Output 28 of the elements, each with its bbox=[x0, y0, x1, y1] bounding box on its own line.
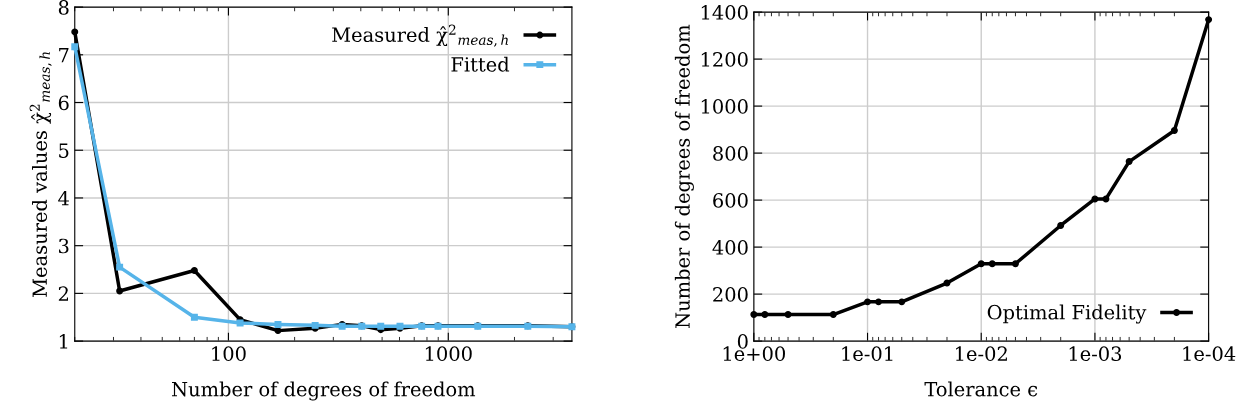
x-axis-title: Tolerance ϵ bbox=[924, 381, 1038, 397]
y-axis-title: Number of degrees of freedom bbox=[674, 24, 694, 328]
legend-label: Optimal Fidelity bbox=[987, 304, 1147, 324]
y-tick-label: 8 bbox=[58, 0, 69, 15]
y-tick-label: 600 bbox=[713, 193, 748, 208]
y-tick-label: 200 bbox=[713, 287, 748, 302]
y-tick-label: 2 bbox=[58, 286, 68, 301]
y-tick-label: 800 bbox=[713, 146, 748, 161]
legend-label: Measured χ̂$^{2}$$_{meas,h}$ bbox=[332, 24, 508, 47]
y-tick-label: 6 bbox=[58, 95, 69, 111]
y-tick-label: 7 bbox=[59, 48, 69, 63]
x-tick-label: 100 bbox=[212, 346, 246, 362]
y-tick-label: 400 bbox=[712, 240, 748, 255]
legend-label: Fitted bbox=[451, 56, 510, 72]
y-tick-label: 1 bbox=[59, 334, 68, 349]
y-tick-label: 1400 bbox=[701, 5, 748, 20]
y-tick-label: 1200 bbox=[701, 52, 748, 67]
x-tick-label: 1000 bbox=[425, 346, 472, 362]
x-tick-label: 1e-04 bbox=[1183, 346, 1236, 362]
y-tick-label: 3 bbox=[59, 238, 69, 254]
x-tick-label: 1e-03 bbox=[1069, 346, 1122, 362]
y-axis-title: Measured values χ̂$^{2}$$_{meas,h}$ bbox=[29, 52, 52, 297]
x-tick-label: 1e-01 bbox=[842, 346, 893, 362]
x-tick-label: 1e-02 bbox=[956, 346, 1007, 362]
y-tick-label: 1000 bbox=[701, 99, 748, 114]
x-axis-title: Number of degrees of freedom bbox=[172, 381, 476, 401]
y-tick-label: 5 bbox=[59, 143, 69, 158]
y-tick-label: 4 bbox=[58, 190, 69, 206]
